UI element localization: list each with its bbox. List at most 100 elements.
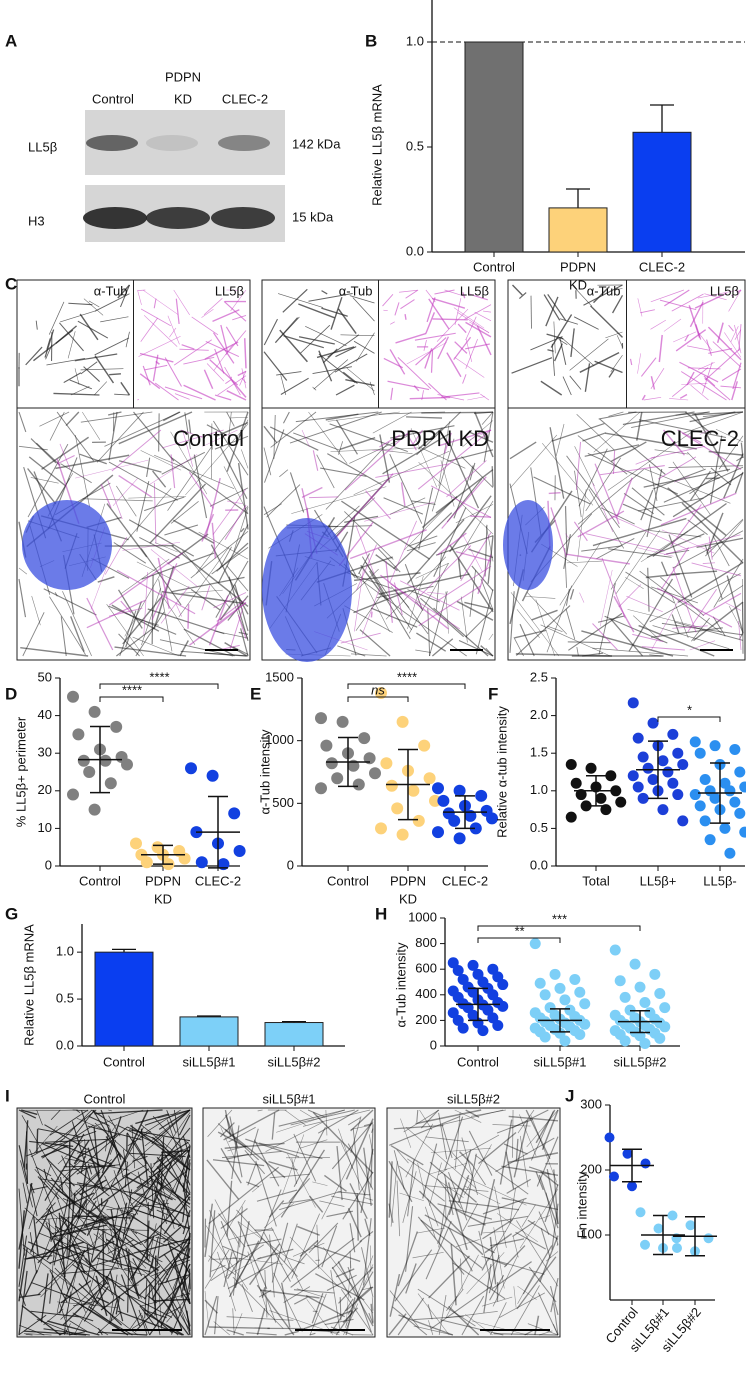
fiber [405,1127,477,1189]
fiber [86,1168,150,1215]
fiber [59,1109,92,1143]
fiber [408,562,449,634]
fiber [637,497,704,512]
fiber [118,475,152,498]
significance-bracket [657,716,721,722]
fiber [23,1120,29,1168]
fiber [524,1329,534,1336]
fiber [478,1132,517,1165]
fiber [151,575,154,645]
y-tick-label: 0.5 [406,138,424,153]
fiber [396,1180,401,1237]
fiber [170,454,176,489]
fiber [562,376,572,396]
data-point [99,754,112,767]
fiber [61,1268,119,1274]
fiber [108,461,178,501]
fiber [30,1137,65,1158]
fiber [656,587,733,628]
fiber [551,343,555,376]
fiber [288,1258,305,1265]
data-point [622,1148,633,1159]
fiber [569,588,575,600]
fiber [441,1123,453,1159]
y-tick-label: 2.5 [530,669,548,684]
nucleus [503,500,553,590]
data-point [457,1022,469,1034]
fiber [57,1301,118,1308]
data-point [685,1220,696,1231]
fiber [140,317,158,342]
fiber [510,1285,540,1336]
fiber [42,1232,68,1258]
fiber [352,1128,360,1191]
fiber [313,1245,361,1262]
fiber [153,454,235,490]
fiber [512,1220,536,1238]
fiber [313,359,349,390]
fiber [72,1215,132,1219]
fiber [363,1147,372,1206]
fiber [251,1183,262,1193]
fiber [327,411,400,422]
fiber [49,1269,68,1303]
fiber [96,411,144,463]
y-tick-label: 2.0 [530,707,548,722]
significance-bracket [477,937,561,943]
fiber [515,1138,519,1162]
fiber [208,1166,279,1224]
fiber [730,326,739,343]
fiber [592,623,618,651]
fiber [732,362,742,390]
fiber [390,387,394,401]
fiber [592,482,614,533]
data-point [729,743,741,755]
fiber [516,1220,559,1287]
fiber [68,1331,86,1336]
fiber [356,1193,359,1241]
fiber [539,1170,559,1187]
fiber [461,1295,485,1336]
fiber [559,318,579,325]
fiber [347,1207,362,1238]
data-point [677,815,689,827]
fiber [108,607,143,617]
band-size: 15 kDa [292,209,334,224]
channel-label: α-Tub [339,283,373,298]
data-point [554,982,566,994]
fiber [83,298,104,316]
fiber [159,1225,186,1252]
fiber [466,1252,505,1295]
fiber [544,1184,559,1223]
fiber [521,1204,536,1227]
fiber [350,1116,362,1153]
fiber [672,625,708,629]
significance-label: ns [371,682,385,697]
fiber [150,1285,161,1336]
fiber [704,293,727,301]
data-point [739,781,746,793]
fiber [159,639,234,657]
fiber [444,1116,464,1170]
fiber [477,554,492,595]
fiber [125,1171,187,1214]
fiber [405,289,419,299]
fiber [18,1188,25,1256]
data-point [667,1210,678,1221]
fiber [92,1172,131,1201]
fiber [465,321,492,338]
data-point [570,777,582,789]
fiber [238,631,249,635]
fiber [56,1256,70,1314]
fiber [566,553,630,565]
fiber [139,373,161,390]
fiber [356,332,375,362]
fiber [74,1171,101,1197]
fiber [372,411,412,434]
data-point [437,794,450,807]
fiber [224,504,247,540]
fiber [465,1109,480,1118]
fiber [256,1189,298,1202]
fiber [567,641,611,644]
fiber [135,1231,167,1247]
